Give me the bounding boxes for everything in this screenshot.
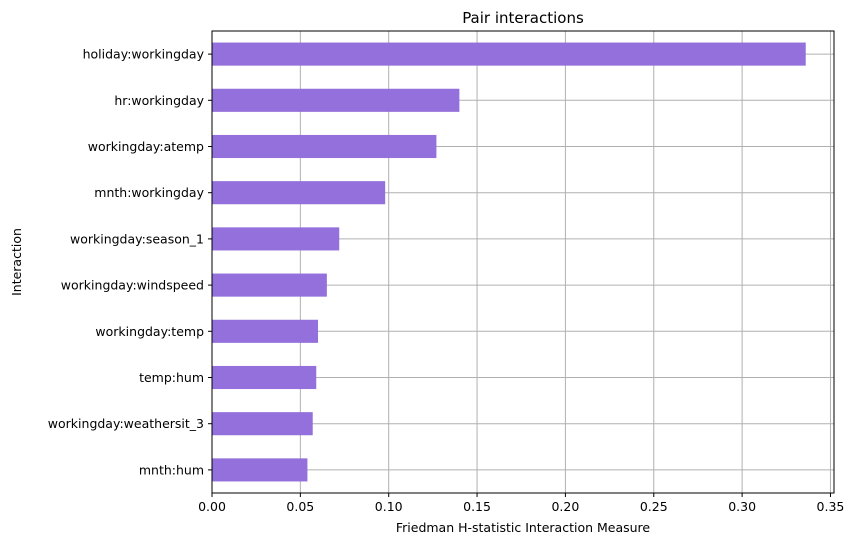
x-tick-label: 0.20 [551,499,579,514]
bar [212,181,386,205]
bar [212,42,806,66]
y-tick-label: workingday:atemp [88,139,204,154]
bar [212,412,313,436]
x-tick-label: 0.25 [640,499,668,514]
bar [212,273,327,297]
bar [212,227,340,251]
x-axis-title: Friedman H-statistic Interaction Measure [396,520,651,535]
y-tick-label: workingday:windspeed [61,278,204,293]
bar [212,319,319,343]
y-tick-label: mnth:workingday [94,185,204,200]
x-tick-label: 0.30 [728,499,756,514]
x-tick-label: 0.05 [286,499,314,514]
x-tick-label: 0.35 [817,499,845,514]
bar [212,88,460,112]
y-tick-label: hr:workingday [114,93,204,108]
y-tick-label: temp:hum [139,370,204,385]
ticks: 0.00 0.05 0.10 0.15 0.20 0.25 0.30 0.35 holiday:… [48,47,845,514]
y-tick-label: workingday:weathersit_3 [48,416,204,431]
bar [212,134,437,159]
bar [212,365,317,390]
plot-frame [211,30,835,494]
y-tick-label: mnth:hum [139,462,204,477]
x-tick-label: 0.15 [463,499,491,514]
bar [212,458,308,482]
y-axis-title: Interaction [9,228,24,296]
y-tick-label: workingday:season_1 [70,231,204,246]
bars [212,42,806,482]
x-tick-label: 0.00 [198,499,226,514]
chart-title: Pair interactions [462,9,584,27]
y-tick-label: workingday:temp [95,324,204,339]
y-tick-label: holiday:workingday [83,47,205,62]
x-tick-label: 0.10 [375,499,403,514]
